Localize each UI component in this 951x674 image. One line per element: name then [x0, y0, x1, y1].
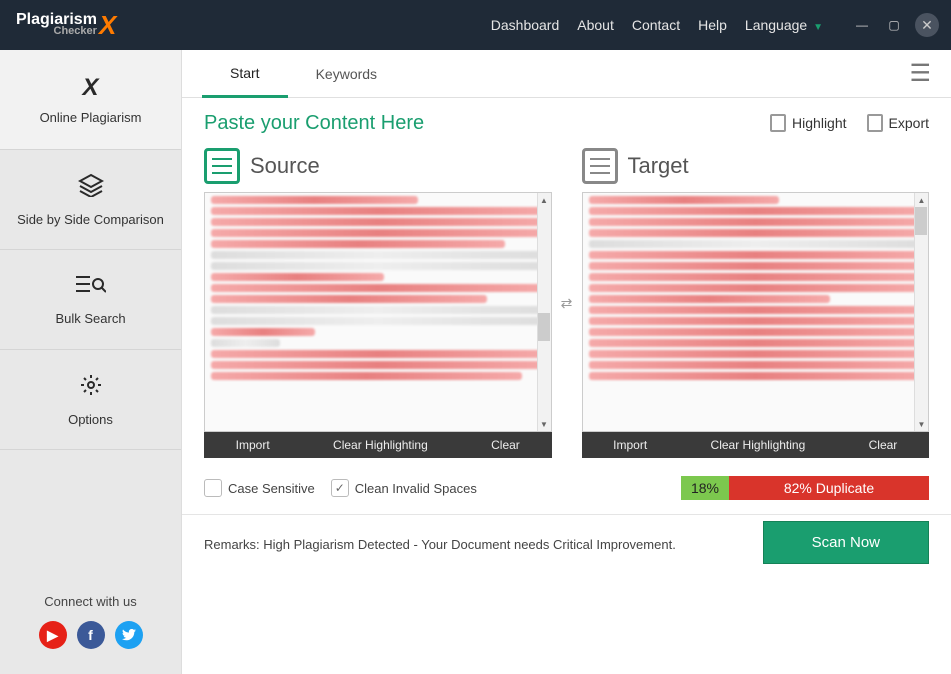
checkbox-icon: ✓	[331, 479, 349, 497]
titlebar: Plagiarism Checker X Dashboard About Con…	[0, 0, 951, 50]
unique-percent: 18%	[681, 476, 729, 500]
swap-icon[interactable]: ⇄	[552, 148, 582, 458]
target-title: Target	[628, 153, 689, 179]
remarks-text: Remarks: High Plagiarism Detected - Your…	[204, 537, 676, 552]
sidebar-label: Online Plagiarism	[40, 110, 142, 125]
clean-spaces-checkbox[interactable]: ✓Clean Invalid Spaces	[331, 479, 477, 497]
maximize-button[interactable]: ▢	[883, 14, 905, 36]
sidebar-label: Options	[68, 412, 113, 427]
target-textarea[interactable]: ▲▼	[582, 192, 930, 432]
target-icon	[582, 148, 618, 184]
export-icon	[867, 114, 883, 132]
sidebar-footer: Connect with us ▶ f	[0, 579, 181, 674]
scrollbar[interactable]: ▲▼	[914, 193, 928, 431]
target-clear-hl-button[interactable]: Clear Highlighting	[711, 438, 806, 452]
sidebar-label: Bulk Search	[55, 311, 125, 326]
window-controls: — ▢ ✕	[851, 13, 939, 37]
source-icon	[204, 148, 240, 184]
logo: Plagiarism Checker X	[12, 10, 116, 41]
prompt-text: Paste your Content Here	[204, 112, 424, 135]
nav-about[interactable]: About	[577, 17, 614, 33]
sidebar-label: Side by Side Comparison	[17, 212, 164, 227]
nav-help[interactable]: Help	[698, 17, 727, 33]
minimize-button[interactable]: —	[851, 14, 873, 36]
target-clear-button[interactable]: Clear	[869, 438, 898, 452]
target-panel: Target ▲▼ Import Clear Highlighting Clea…	[582, 148, 930, 458]
brand-sub: Checker	[16, 27, 97, 37]
sidebar-item-bulk[interactable]: Bulk Search	[0, 250, 181, 350]
x-icon: X	[82, 74, 98, 102]
twitter-icon[interactable]	[115, 621, 143, 649]
scan-now-button[interactable]: Scan Now	[763, 521, 929, 564]
case-sensitive-checkbox[interactable]: Case Sensitive	[204, 479, 315, 497]
menu-icon[interactable]: ☰	[909, 59, 931, 88]
source-panel: Source ▲▼ Import Clear Highlighting Clea…	[204, 148, 552, 458]
source-textarea[interactable]: ▲▼	[204, 192, 552, 432]
tabs-row: Start Keywords ☰	[182, 50, 951, 98]
close-button[interactable]: ✕	[915, 13, 939, 37]
tab-start[interactable]: Start	[202, 50, 288, 98]
main-content: Start Keywords ☰ Paste your Content Here…	[182, 50, 951, 674]
target-import-button[interactable]: Import	[613, 438, 647, 452]
facebook-icon[interactable]: f	[77, 621, 105, 649]
top-nav: Dashboard About Contact Help Language ▼ …	[491, 13, 939, 37]
sidebar: X Online Plagiarism Side by Side Compari…	[0, 50, 182, 674]
highlight-button[interactable]: Highlight	[770, 114, 846, 132]
nav-contact[interactable]: Contact	[632, 17, 680, 33]
checkbox-icon	[204, 479, 222, 497]
connect-label: Connect with us	[0, 594, 181, 609]
sidebar-item-compare[interactable]: Side by Side Comparison	[0, 150, 181, 250]
chevron-down-icon: ▼	[813, 22, 823, 33]
sidebar-item-options[interactable]: Options	[0, 350, 181, 450]
list-search-icon	[76, 274, 106, 303]
logo-x-icon: X	[99, 10, 116, 41]
nav-dashboard[interactable]: Dashboard	[491, 17, 560, 33]
source-import-button[interactable]: Import	[236, 438, 270, 452]
scrollbar[interactable]: ▲▼	[537, 193, 551, 431]
result-bar: 18% 82% Duplicate	[681, 476, 929, 500]
source-title: Source	[250, 153, 320, 179]
export-button[interactable]: Export	[867, 114, 929, 132]
source-clear-hl-button[interactable]: Clear Highlighting	[333, 438, 428, 452]
duplicate-percent: 82% Duplicate	[729, 476, 929, 500]
layers-icon	[78, 173, 104, 204]
youtube-icon[interactable]: ▶	[39, 621, 67, 649]
nav-language[interactable]: Language ▼	[745, 17, 823, 33]
source-clear-button[interactable]: Clear	[491, 438, 520, 452]
gear-icon	[79, 373, 103, 404]
tab-keywords[interactable]: Keywords	[288, 50, 405, 98]
sidebar-item-online[interactable]: X Online Plagiarism	[0, 50, 181, 150]
highlight-icon	[770, 114, 786, 132]
